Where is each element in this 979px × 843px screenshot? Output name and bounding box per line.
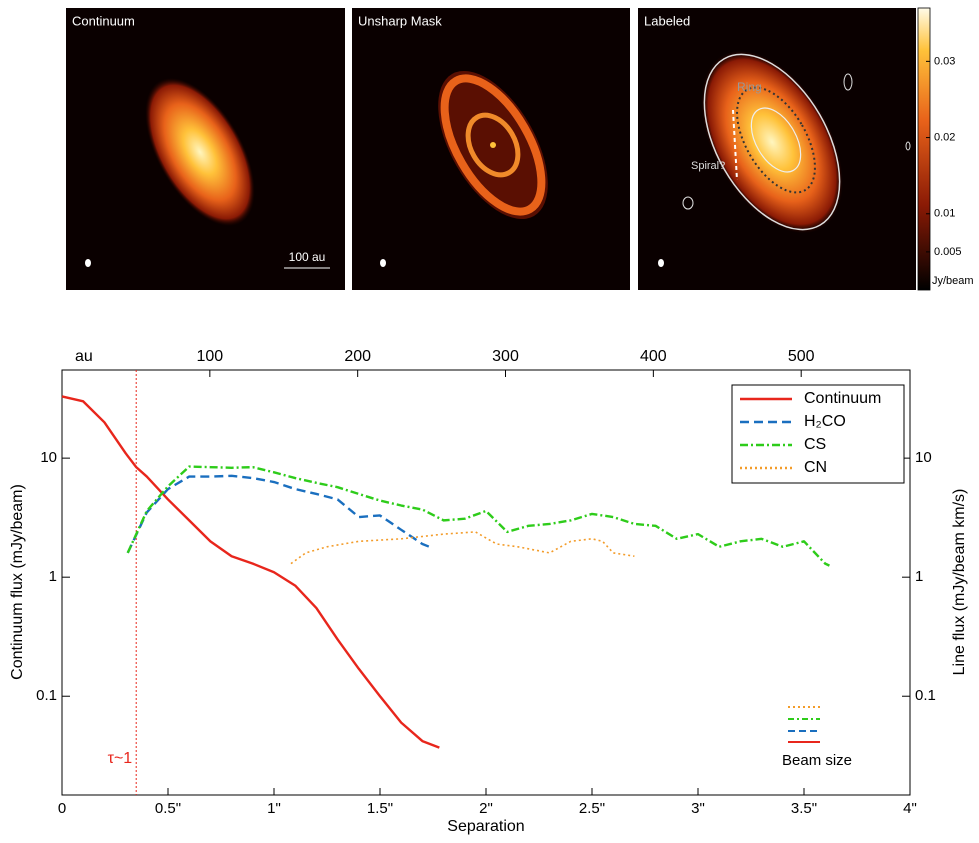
colorbar-tick-label: 0.005 [934,246,962,258]
series-line [126,465,830,567]
annotation: Ring [737,80,762,94]
y2-tick-label: 10 [915,449,932,466]
x-tick-label: 2.5" [579,800,605,817]
x-tick-label: 1" [267,800,281,817]
x-axis-label: Separation [447,818,524,835]
legend-label: H₂CO [804,413,846,430]
series-line [61,395,440,749]
x2-tick-label: 500 [788,348,815,365]
x-tick-label: 4" [903,800,917,817]
x-tick-label: 2" [479,800,493,817]
x-tick-label: 0 [58,800,66,817]
panel-title: Labeled [644,13,690,28]
x2-axis-label: au [75,348,93,365]
panel-title: Continuum [72,13,135,28]
colorbar-label: Jy/beam [932,275,974,287]
beam-legend: Beam size [782,706,852,769]
colorbar-tick-label: 0.02 [934,131,955,143]
annotation: Spiral? [691,160,725,172]
annotation: τ~1 [108,750,133,767]
y-tick-label: 1 [49,568,57,585]
x2-tick-label: 200 [344,348,371,365]
y-axis-label: Continuum flux (mJy/beam) [9,484,26,680]
x-tick-label: 0.5" [155,800,181,817]
x-tick-label: 1.5" [367,800,393,817]
x2-tick-label: 300 [492,348,519,365]
y-tick-label: 10 [40,449,57,466]
legend-label: CS [804,436,826,453]
legend-box [731,384,905,484]
scale-bar-label: 100 au [289,250,326,264]
image-panel: Continuum 100 au [66,8,345,290]
y2-tick-label: 0.1 [915,687,936,704]
y-tick-label: 0.1 [36,687,57,704]
image-panel: Unsharp Mask [352,8,630,290]
y2-axis-label: Line flux (mJy/beam km/s) [951,489,968,676]
y2-tick-label: 1 [915,568,923,585]
colorbar-tick-label: 0.01 [934,208,955,220]
x2-tick-label: 400 [640,348,667,365]
legend-label: Continuum [804,390,881,407]
legend-label: CN [804,459,827,476]
x-tick-label: 3.5" [791,800,817,817]
image-panel: Labeled Ring Spiral? [638,8,916,290]
series-line [126,474,434,554]
beam-label: Beam size [782,752,852,769]
series-line [290,531,635,565]
x-tick-label: 3" [691,800,705,817]
panel-title: Unsharp Mask [358,13,442,28]
colorbar-tick-label: 0.03 [934,55,955,67]
x2-tick-label: 100 [196,348,223,365]
colorbar [917,7,931,291]
